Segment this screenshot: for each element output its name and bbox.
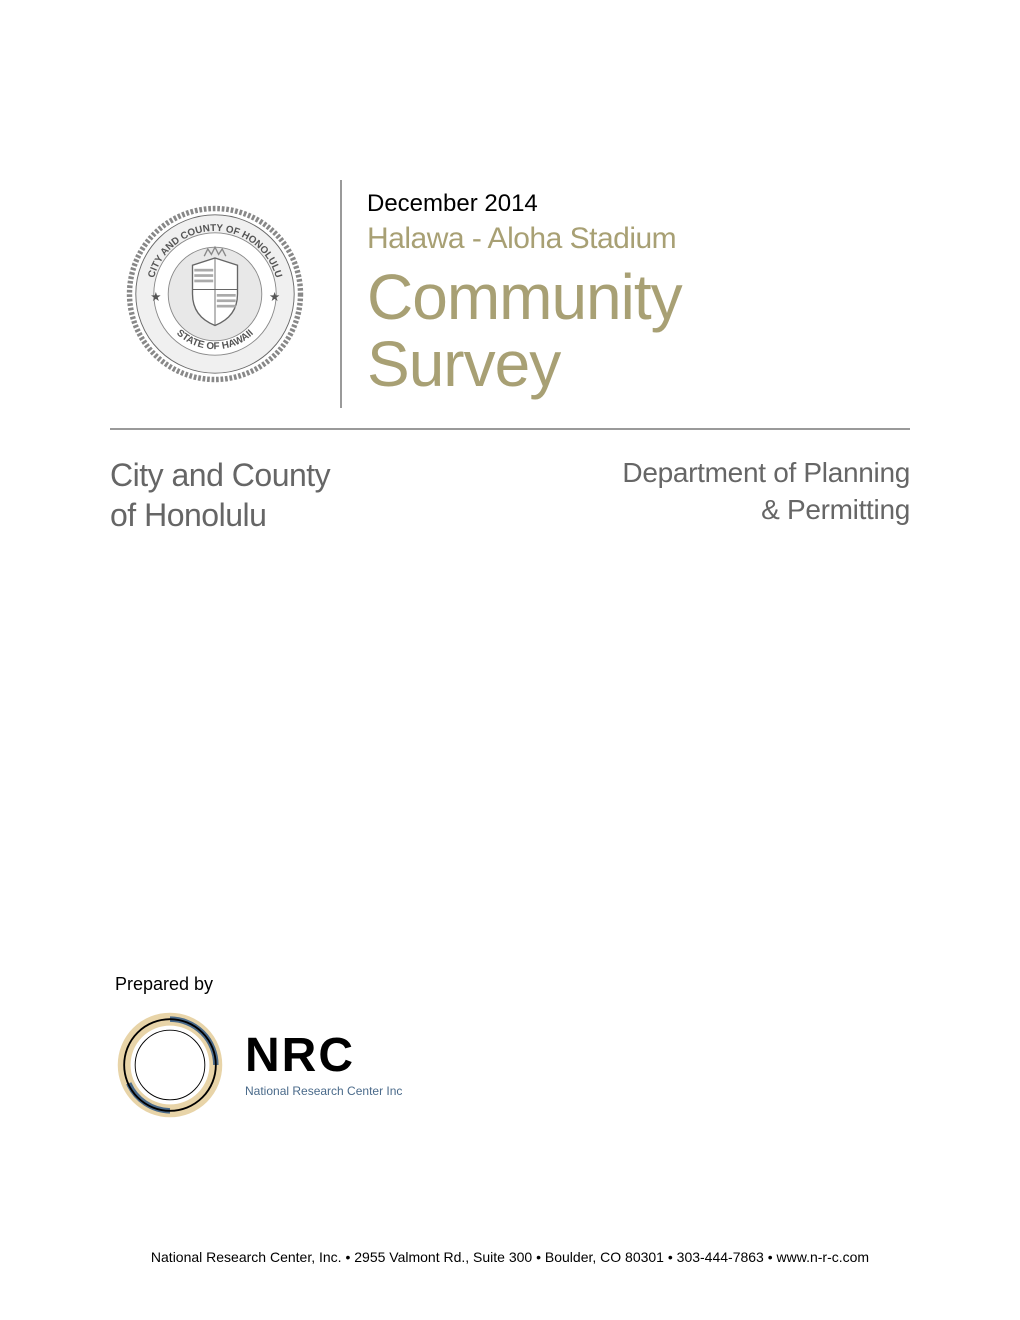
nrc-logo: NRC National Research Center Inc (115, 1010, 402, 1120)
svg-text:★: ★ (269, 290, 280, 304)
dept-line-2: & Permitting (761, 494, 910, 525)
honolulu-seal: CITY AND COUNTY OF HONOLULU STATE OF HAW… (125, 204, 305, 384)
title-line-1: Community (367, 261, 682, 333)
subheader-section: City and County of Honolulu Department o… (110, 455, 910, 535)
location-subtitle: Halawa - Aloha Stadium (367, 222, 910, 256)
dept-line-1: Department of Planning (622, 457, 910, 488)
footer-text: National Research Center, Inc. • 2955 Va… (0, 1249, 1020, 1265)
city-county-text: City and County of Honolulu (110, 455, 330, 535)
nrc-text-block: NRC National Research Center Inc (245, 1032, 402, 1098)
city-line-2: of Honolulu (110, 497, 266, 533)
svg-text:★: ★ (150, 290, 161, 304)
header-section: CITY AND COUNTY OF HONOLULU STATE OF HAW… (110, 180, 910, 430)
city-line-1: City and County (110, 457, 330, 493)
prepared-by-section: Prepared by NRC National Research Center… (115, 974, 402, 1120)
nrc-letters: NRC (245, 1032, 402, 1080)
main-title: Community Survey (367, 264, 910, 398)
document-page: CITY AND COUNTY OF HONOLULU STATE OF HAW… (0, 0, 1020, 1320)
nrc-circle-icon (115, 1010, 225, 1120)
date-text: December 2014 (367, 190, 910, 218)
seal-container: CITY AND COUNTY OF HONOLULU STATE OF HAW… (110, 180, 340, 408)
nrc-subtitle: National Research Center Inc (245, 1084, 402, 1098)
department-text: Department of Planning & Permitting (622, 455, 910, 535)
prepared-by-label: Prepared by (115, 974, 402, 995)
title-block: December 2014 Halawa - Aloha Stadium Com… (340, 180, 910, 408)
title-line-2: Survey (367, 328, 560, 400)
